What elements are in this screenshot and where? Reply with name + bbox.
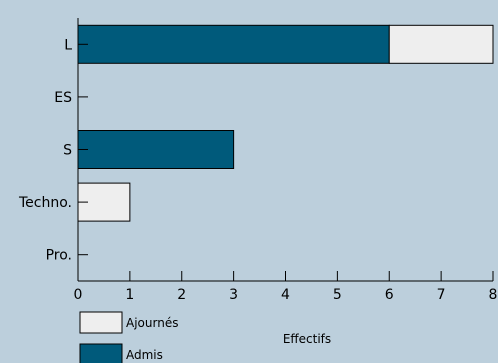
x-tick-label-2: 2 <box>177 287 186 303</box>
y-tick-label-es: ES <box>54 90 72 106</box>
x-tick-label-8: 8 <box>489 287 498 303</box>
bar-s-admis <box>77 130 235 169</box>
x-tick-label-1: 1 <box>125 287 134 303</box>
x-tick-label-0: 0 <box>74 287 83 303</box>
y-tick-label-techno: Techno. <box>18 195 72 211</box>
bar-l-admis <box>77 24 390 64</box>
x-tick-label-6: 6 <box>385 287 394 303</box>
x-tick-label-7: 7 <box>437 287 446 303</box>
legend-label-admis: Admis <box>126 348 163 362</box>
legend-swatch-ajourn-s <box>79 311 123 334</box>
legend-swatch-admis <box>79 343 123 363</box>
legend-label-ajourn-s: Ajournés <box>126 316 178 330</box>
y-tick-label-l: L <box>64 37 72 53</box>
legend: Ajournés Admis <box>79 311 178 363</box>
x-tick-label-5: 5 <box>333 287 342 303</box>
x-tick-label-4: 4 <box>281 287 290 303</box>
x-axis-label: Effectifs <box>283 332 331 346</box>
bar-l-ajourn-s <box>388 24 494 64</box>
y-tick-label-pro: Pro. <box>46 248 72 264</box>
bars-layer <box>77 24 494 222</box>
x-ticks: 0 1 2 3 4 5 6 7 8 <box>74 271 498 303</box>
x-tick-label-3: 3 <box>229 287 238 303</box>
y-tick-label-s: S <box>63 143 72 159</box>
y-ticks: L ES S Techno. Pro. <box>18 37 88 264</box>
